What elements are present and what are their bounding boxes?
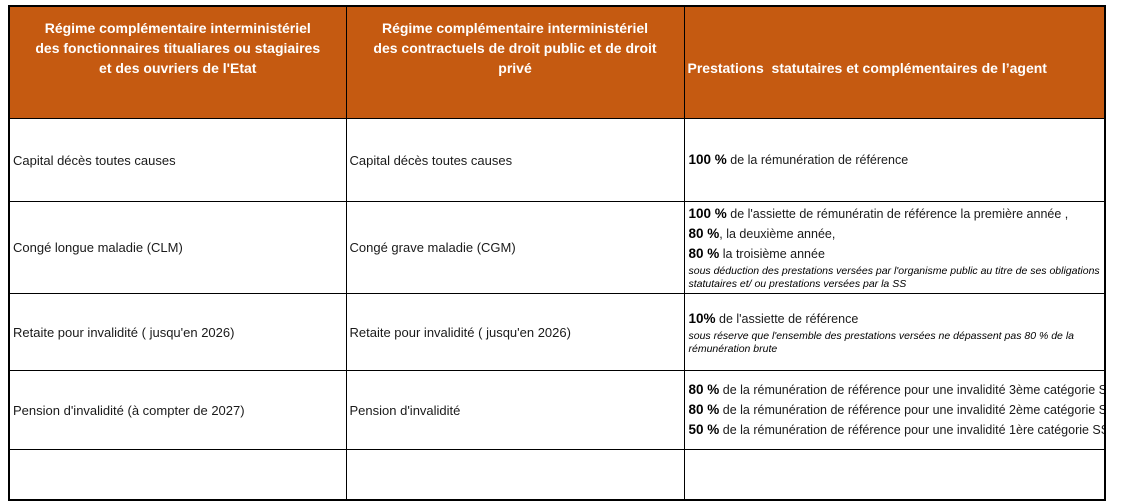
table-row: Pension d'invalidité (à compter de 2027)… [8, 370, 1106, 450]
header-line: Régime complémentaire interministériel [381, 20, 649, 36]
cell-prestations: 100 % de l'assiette de rémunératin de ré… [683, 201, 1106, 294]
header-line: Régime complémentaire interministériel [44, 20, 311, 36]
prestation-text: , la deuxième année, [719, 227, 836, 241]
prestation-note: sous déduction des prestations versées p… [688, 265, 1100, 290]
prestation-line: 80 % de la rémunération de référence pou… [688, 380, 1105, 400]
prestation-text: de l'assiette de rémunératin de référenc… [726, 207, 1069, 221]
empty-cell [8, 449, 347, 500]
header-regime-fonctionnaires: Régime complémentaire interministériel d… [8, 5, 347, 119]
cell-prestations: 10% de l'assiette de référence sous rése… [683, 293, 1106, 371]
table-row-partial [8, 449, 1106, 500]
table-row: Capital décès toutes causes Capital décè… [8, 118, 1106, 202]
cell-prestations: 80 % de la rémunération de référence pou… [683, 370, 1106, 450]
percentage-value: 80 % [688, 382, 720, 397]
percentage-value: 100 % [688, 152, 727, 167]
cell-prestations: 100 % de la rémunération de référence [683, 118, 1106, 202]
cell-regime2: Capital décès toutes causes [345, 118, 685, 202]
prestation-text: de la rémunération de référence pour une… [719, 403, 1105, 417]
prestation-text: de la rémunération de référence [726, 153, 909, 167]
cell-regime1: Capital décès toutes causes [8, 118, 347, 202]
cell-regime2: Pension d'invalidité [345, 370, 685, 450]
header-line: des contractuels de droit public et de d… [373, 40, 657, 56]
prestation-text: de l'assiette de référence [715, 311, 859, 326]
header-line: privé [498, 60, 532, 76]
cell-regime2: Congé grave maladie (CGM) [345, 201, 685, 294]
header-row: Régime complémentaire interministériel d… [8, 5, 1106, 119]
cell-regime1: Congé longue maladie (CLM) [8, 201, 347, 294]
prestation-line: 10% de l'assiette de référence [689, 309, 1101, 329]
header-prestations: Prestations statutaires et complémentair… [683, 5, 1106, 119]
benefits-table: Régime complémentaire interministériel d… [8, 5, 1106, 501]
header-line: Prestations statutaires et complémentair… [687, 60, 1047, 76]
table-row: Retaite pour invalidité ( jusqu'en 2026)… [8, 293, 1106, 371]
percentage-value: 80 % [688, 246, 720, 261]
empty-cell [683, 449, 1106, 500]
prestation-line: 100 % de l'assiette de rémunératin de ré… [689, 204, 1101, 224]
prestation-note: sous réserve que l'ensemble des prestati… [688, 329, 1075, 355]
prestation-line: 80 % de la rémunération de référence pou… [688, 400, 1105, 420]
prestation-text: de la rémunération de référence pour une… [719, 423, 1105, 437]
cell-regime1: Pension d'invalidité (à compter de 2027) [8, 370, 347, 450]
prestation-line: 80 % la troisième année [689, 244, 1101, 264]
prestation-text: de la rémunération de référence pour une… [719, 383, 1105, 397]
prestation-line: 50 % de la rémunération de référence pou… [688, 420, 1105, 440]
percentage-value: 80 % [688, 226, 720, 241]
document-page: Régime complémentaire interministériel d… [8, 5, 1106, 501]
cell-regime2: Retaite pour invalidité ( jusqu'en 2026) [345, 293, 685, 371]
prestation-text: la troisième année [719, 247, 825, 261]
percentage-value: 80 % [688, 402, 720, 417]
header-regime-contractuels: Régime complémentaire interministériel d… [345, 5, 685, 119]
percentage-value: 10% [688, 310, 716, 326]
prestation-line: 80 %, la deuxième année, [689, 224, 1101, 244]
empty-cell [345, 449, 685, 500]
percentage-value: 100 % [688, 206, 727, 221]
header-line: des fonctionnaires titualiares ou stagia… [35, 40, 321, 56]
prestation-line: 100 % de la rémunération de référence [689, 150, 1101, 170]
table-row: Congé longue maladie (CLM) Congé grave m… [8, 201, 1106, 294]
cell-regime1: Retaite pour invalidité ( jusqu'en 2026) [8, 293, 347, 371]
percentage-value: 50 % [688, 422, 720, 437]
header-line: et des ouvriers de l'Etat [99, 60, 257, 76]
